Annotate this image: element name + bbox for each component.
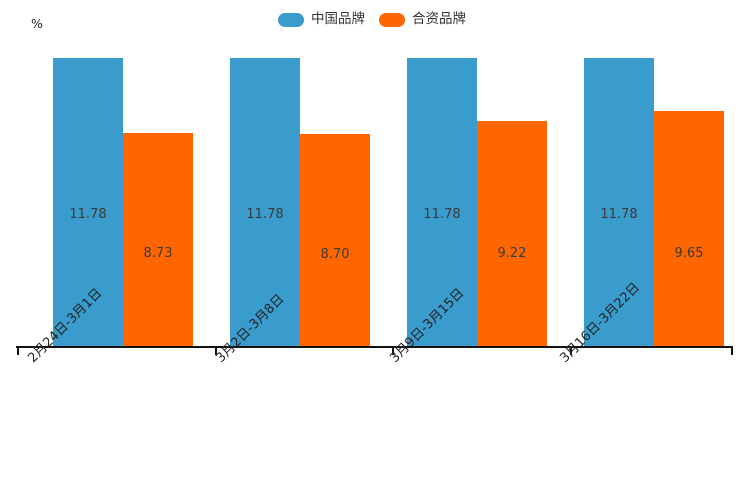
bar-value-blue-0: 11.78 [69,207,107,223]
bar-value-blue-2: 11.78 [423,207,461,223]
legend-swatch-blue-icon [278,13,304,27]
x-axis-tick-4 [731,347,733,355]
x-axis-tick-0 [17,347,19,355]
x-axis-tick-3 [570,347,572,355]
bar-blue-2[interactable]: 11.78 [407,58,477,347]
legend-label-1: 合资品牌 [412,11,466,28]
bar-value-orange-2: 9.22 [497,246,527,262]
bar-orange-2[interactable]: 9.22 [477,121,547,347]
bar-value-blue-1: 11.78 [246,207,284,223]
legend-swatch-orange-icon [379,13,405,27]
bar-value-orange-0: 8.73 [143,246,173,262]
bar-blue-1[interactable]: 11.78 [230,58,300,347]
bar-orange-3[interactable]: 9.65 [654,110,724,347]
bar-value-orange-1: 8.70 [320,246,350,262]
legend-item-1[interactable]: 合资品牌 [379,13,466,27]
bar-blue-3[interactable]: 11.78 [584,58,654,347]
bar-orange-1[interactable]: 8.70 [300,133,370,347]
legend-item-0[interactable]: 中国品牌 [278,13,365,27]
bar-value-orange-3: 9.65 [674,245,704,261]
bar-value-blue-3: 11.78 [600,207,638,223]
y-axis-unit-label: % [31,16,43,31]
x-axis-line [16,346,733,348]
bar-orange-0[interactable]: 8.73 [123,133,193,347]
plot-area: 11.78 8.73 11.78 8.70 11.78 9.22 11.78 9… [37,45,733,347]
bar-blue-0[interactable]: 11.78 [53,58,123,347]
x-axis-tick-1 [215,347,217,355]
legend-label-0: 中国品牌 [311,11,365,28]
chart-legend: 中国品牌 合资品牌 [0,8,744,32]
x-axis-tick-2 [392,347,394,355]
